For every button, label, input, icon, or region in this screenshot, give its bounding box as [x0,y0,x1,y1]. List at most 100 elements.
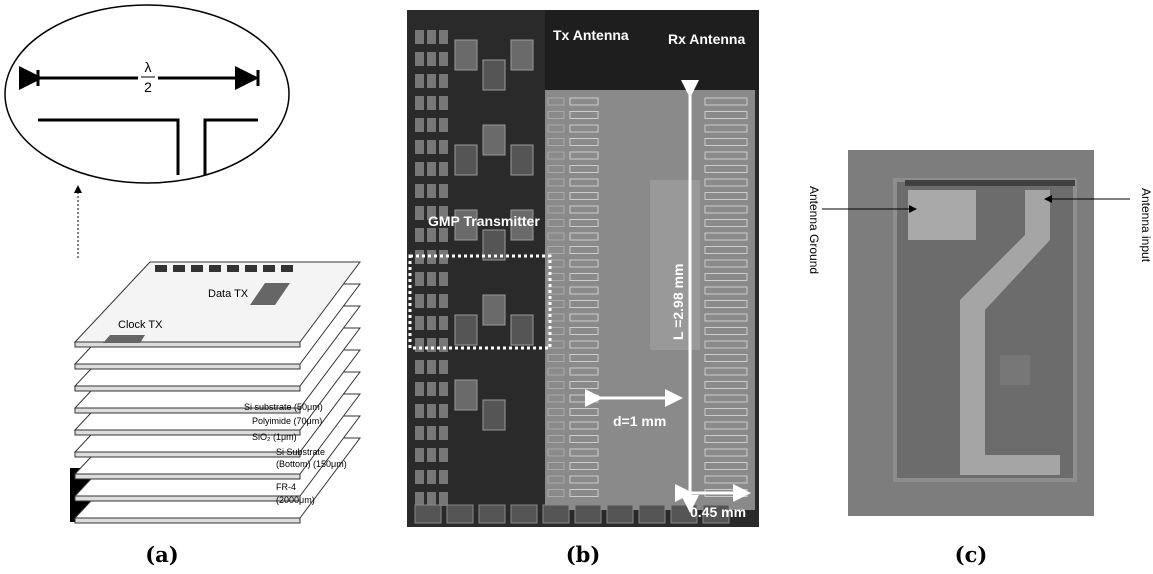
pad-cell [415,294,424,308]
layer-edge [75,386,300,391]
pad [155,265,167,272]
layer-label: Si substrate (50μm) [244,402,323,412]
pad-cell [439,228,448,242]
pad-cell [439,140,448,154]
pad-cell [439,74,448,88]
pad-cell [439,382,448,396]
pad-cell [439,426,448,440]
panel-a: λ 2 Data TX Clock TX Si substrate (50μm)… [5,5,360,567]
panel-label: (a) [145,542,178,567]
circuit-block [511,40,533,70]
pad [227,265,239,272]
figure: λ 2 Data TX Clock TX Si substrate (50μm)… [0,0,1153,574]
layer-edge [75,474,300,479]
layer-edge [75,496,300,501]
circuit-block [607,505,633,523]
pad-cell [427,272,436,286]
pad-cell [427,162,436,176]
pad-cell [427,426,436,440]
pad-cell [439,404,448,418]
pad-cell [439,316,448,330]
length-label: L =2.98 mm [670,264,686,340]
pad-cell [415,404,424,418]
circuit-block [455,145,477,175]
circuit-block [415,505,441,523]
pad-cell [427,52,436,66]
pad-cell [427,382,436,396]
pad-cell [427,338,436,352]
fraction-numerator: λ [145,59,152,75]
pad [281,265,293,272]
circuit-block [575,505,601,523]
circuit-block [483,60,505,90]
circuit-block [511,505,537,523]
pad-cell [415,118,424,132]
layer-label: (Bottom) (150μm) [276,459,347,469]
pad-cell [415,492,424,506]
circuit-block [455,380,477,410]
layer-label: Polyimide (70μm) [252,416,322,426]
fraction-denominator: 2 [144,79,152,95]
antenna-input-label: Antenna input [1139,188,1153,263]
pad-cell [427,470,436,484]
rx-antenna-label: Rx Antenna [668,31,745,47]
transmitter-label: GMP Transmitter [428,213,540,229]
pad-cell [427,96,436,110]
pad-cell [427,184,436,198]
pad-cell [439,272,448,286]
pad-cell [439,162,448,176]
pad-cell [415,74,424,88]
tx-antenna-label: Tx Antenna [553,27,629,43]
pad-cell [415,228,424,242]
circuit-block [483,295,505,325]
panel-b: Tx Antenna Rx Antenna GMP Transmitter L … [407,10,759,567]
circuit-block [639,505,665,523]
pad-cell [439,184,448,198]
pad-cell [439,96,448,110]
layer-label: Si Substrate [276,447,325,457]
pad-cell [415,448,424,462]
pad-cell [415,470,424,484]
pad-cell [427,404,436,418]
layer-label: SiO₂ (1μm) [252,432,297,442]
circuit-block [479,505,505,523]
tx-block [103,335,145,343]
distance-label: d=1 mm [613,413,666,429]
pad-cell [415,52,424,66]
clock-tx-label: Clock TX [118,319,163,331]
layer-edge [75,518,300,523]
antenna-ground-label: Antenna Ground [807,186,821,274]
pad-cell [439,52,448,66]
pad-cell [415,338,424,352]
pad-cell [427,316,436,330]
pad-cell [415,162,424,176]
circuit-block [511,145,533,175]
pad [245,265,257,272]
pad-cell [415,206,424,220]
pad-cell [415,184,424,198]
pad-cell [439,470,448,484]
layer-edge [75,452,300,457]
pad-cell [415,316,424,330]
layer-edge [75,364,300,369]
pad-cell [427,228,436,242]
pad-cell [415,96,424,110]
pad-cell [415,360,424,374]
panel-label: (b) [566,542,601,567]
circuit-block [543,505,569,523]
pad-cell [415,30,424,44]
layer-label: FR-4 [276,482,296,492]
pad-cell [439,294,448,308]
width-label: 0.45 mm [690,504,746,520]
pad-cell [439,338,448,352]
pad-cell [439,360,448,374]
pad-cell [427,360,436,374]
circuit-block [483,125,505,155]
panel-c: Antenna Ground Antenna input (c) [807,150,1153,567]
pad-cell [427,294,436,308]
pad [191,265,203,272]
circuit-block [455,40,477,70]
circuit-block [483,400,505,430]
circuit-block [511,315,533,345]
pad-cell [415,272,424,286]
